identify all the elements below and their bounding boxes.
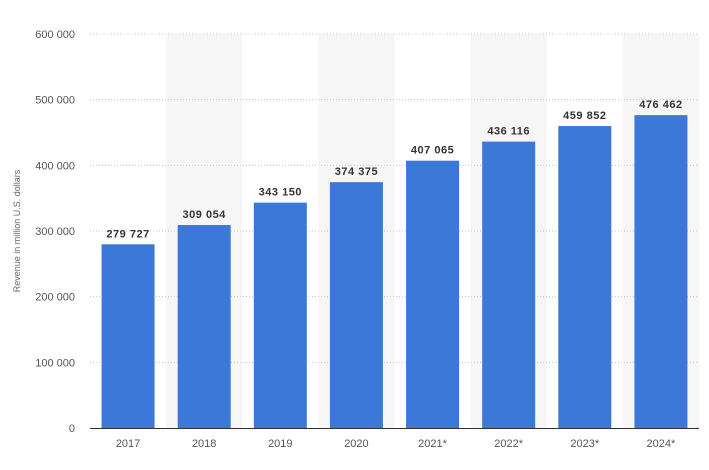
bar xyxy=(101,244,155,428)
y-tick-label: 200 000 xyxy=(35,292,75,304)
data-label: 343 150 xyxy=(259,187,302,199)
x-axis-ticks: 2017 2018 2019 2020 2021* 2022* 2023* 2024* xyxy=(116,438,676,450)
data-label: 374 375 xyxy=(335,166,378,178)
data-label: 407 065 xyxy=(411,145,454,157)
data-label: 279 727 xyxy=(106,228,149,240)
bar xyxy=(253,202,307,428)
y-axis-label: Revenue in million U.S. dollars xyxy=(12,169,22,292)
data-label: 436 116 xyxy=(487,126,530,138)
x-tick-label: 2022* xyxy=(494,438,523,450)
bars xyxy=(101,115,688,429)
y-tick-label: 100 000 xyxy=(35,357,75,369)
y-tick-label: 300 000 xyxy=(35,226,75,238)
y-tick-label: 600 000 xyxy=(35,29,75,41)
x-tick-label: 2023* xyxy=(570,438,599,450)
bar xyxy=(558,126,612,428)
x-tick-label: 2018 xyxy=(192,438,216,450)
data-label: 309 054 xyxy=(183,209,227,221)
x-tick-label: 2020 xyxy=(344,438,368,450)
y-tick-label: 400 000 xyxy=(35,160,75,172)
bar xyxy=(634,115,688,428)
y-tick-label: 500 000 xyxy=(35,95,75,107)
bar xyxy=(406,160,460,429)
data-label: 459 852 xyxy=(563,110,606,122)
y-axis-ticks: 0 100 000 200 000 300 000 400 000 500 000 600 … xyxy=(35,29,75,435)
y-tick-label: 0 xyxy=(69,423,75,435)
x-tick-label: 2021* xyxy=(418,438,447,450)
x-tick-label: 2019 xyxy=(268,438,292,450)
bar xyxy=(482,141,536,428)
x-tick-label: 2024* xyxy=(647,438,676,450)
bar xyxy=(329,182,383,428)
x-tick-label: 2017 xyxy=(116,438,140,450)
bar xyxy=(177,225,231,428)
data-labels: 279 727 309 054 343 150 374 375 407 065 436 1… xyxy=(106,99,682,240)
data-label: 476 462 xyxy=(639,99,682,111)
